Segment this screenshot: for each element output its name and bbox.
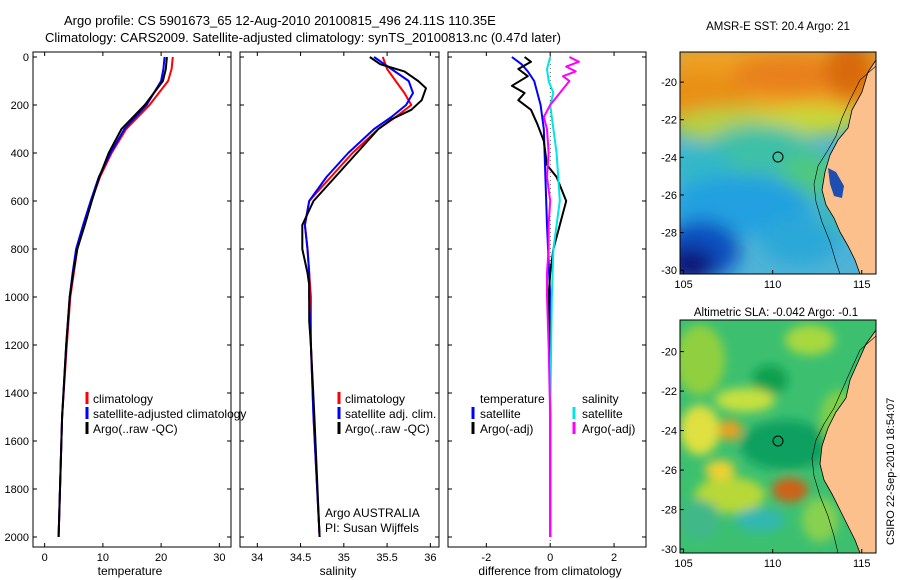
legend-label-argo: Argo(..raw -QC): [93, 422, 178, 436]
sla-map: [680, 320, 876, 553]
temperature-legend: climatology satellite-adjusted climatolo…: [85, 392, 246, 436]
difference-panel-frame: [447, 51, 647, 548]
chart-title-line2: Climatology: CARS2009. Satellite-adjuste…: [45, 30, 561, 45]
sla-argo-marker: [772, 435, 784, 447]
x-tick-label: 2: [611, 552, 617, 564]
y-tick-label: 1200: [5, 340, 29, 352]
map-y-tick-label: -28: [661, 505, 677, 517]
x-tick-label: 0: [42, 552, 48, 564]
map-y-tick-label: -22: [661, 386, 677, 398]
sst-argo-marker: [772, 151, 784, 163]
series-line: [511, 56, 552, 537]
legend-label-temp-argo: Argo(-adj): [480, 422, 533, 436]
salinity-legend: climatology satellite adj. clim. Argo(..…: [337, 392, 436, 436]
map-x-tick-label: 105: [674, 279, 692, 291]
temperature-lines: [57, 56, 174, 538]
series-line: [57, 56, 166, 538]
csiro-timestamp: CSIRO 22-Sep-2010 18:54:07: [885, 398, 897, 545]
series-line: [542, 56, 580, 537]
salinity-ticks: 34 34.5 35 35.5 36: [240, 52, 439, 564]
x-tick-label: 36: [424, 552, 436, 564]
series-line: [303, 56, 414, 538]
temperature-panel-frame: [32, 51, 232, 548]
legend-label-temp-satellite: satellite: [480, 407, 521, 421]
series-line: [303, 56, 413, 538]
sst-shelf-line: [813, 65, 876, 274]
y-tick-label: 200: [11, 100, 29, 112]
y-tick-label: 600: [11, 196, 29, 208]
legend-header-salinity: salinity: [582, 392, 619, 406]
sst-map-ticks: 105 110 115 -20 -22 -24 -26 -28 -30: [661, 77, 870, 291]
y-tick-label: 1000: [5, 292, 29, 304]
legend-label-sal-satellite: satellite: [582, 407, 623, 421]
temperature-xlabel: temperature: [98, 564, 163, 578]
map-x-tick-label: 115: [853, 279, 871, 291]
difference-lines: [510, 56, 580, 537]
x-tick-label: 10: [97, 552, 109, 564]
y-tick-label: 1400: [5, 388, 29, 400]
map-y-tick-label: -24: [661, 152, 677, 164]
x-tick-label: 34.5: [290, 552, 311, 564]
pi-label: PI: Susan Wijffels: [325, 521, 419, 535]
salinity-lines: [301, 56, 427, 538]
series-line: [546, 56, 561, 537]
map-y-tick-label: -26: [661, 190, 677, 202]
x-tick-label: 20: [155, 552, 167, 564]
x-tick-label: 34: [251, 552, 263, 564]
legend-label-satellite: satellite adj. clim.: [345, 407, 436, 421]
x-tick-label: 35.5: [376, 552, 397, 564]
chart-title-line1: Argo profile: CS 5901673_65 12-Aug-2010 …: [64, 13, 496, 28]
y-tick-label: 0: [23, 52, 29, 64]
x-tick-label: 0: [547, 552, 553, 564]
map-y-tick-label: -26: [661, 465, 677, 477]
difference-legend: temperature satellite Argo(-adj) salinit…: [471, 392, 635, 436]
legend-header-temperature: temperature: [480, 392, 545, 406]
temperature-ticks: 0 10 20 30 0 200 400 600 800 1000 1200 1400 1600 1800…: [5, 52, 231, 564]
map-y-tick-label: -22: [661, 115, 677, 127]
legend-label-climatology: climatology: [345, 392, 405, 406]
series-line: [510, 56, 568, 537]
sst-coastline: [821, 59, 876, 274]
y-tick-label: 1800: [5, 484, 29, 496]
series-line: [301, 56, 427, 538]
legend-label-satellite: satellite-adjusted climatology: [93, 407, 246, 421]
legend-label-climatology: climatology: [93, 392, 153, 406]
legend-label-argo: Argo(..raw -QC): [345, 422, 430, 436]
sla-map-ticks: 105 110 115 -20 -22 -24 -26 -28 -30: [661, 347, 870, 570]
sla-coastline: [819, 329, 876, 553]
map-y-tick-label: -20: [661, 77, 677, 89]
sla-map-title: Altimetric SLA: -0.042 Argo: -0.1: [694, 307, 858, 319]
y-tick-label: 400: [11, 148, 29, 160]
salinity-xlabel: salinity: [320, 564, 357, 578]
sst-map-frame: [679, 51, 877, 275]
difference-xlabel: difference from climatology: [478, 564, 621, 578]
sla-shelf-line: [811, 335, 876, 553]
map-x-tick-label: 110: [764, 279, 782, 291]
map-x-tick-label: 115: [853, 558, 871, 570]
x-tick-label: 35: [338, 552, 350, 564]
sst-bay: [828, 168, 844, 198]
map-y-tick-label: -28: [661, 228, 677, 240]
sla-map-frame: [679, 319, 877, 554]
map-y-tick-label: -30: [661, 544, 677, 556]
map-y-tick-label: -20: [661, 347, 677, 359]
series-line: [57, 56, 168, 538]
series-line: [57, 56, 174, 538]
map-x-tick-label: 110: [764, 558, 782, 570]
map-x-tick-label: 105: [674, 558, 692, 570]
sst-map: [680, 52, 876, 274]
y-tick-label: 2000: [5, 532, 29, 544]
legend-label-sal-argo: Argo(-adj): [582, 422, 635, 436]
map-y-tick-label: -30: [661, 265, 677, 277]
argo-australia-label: Argo AUSTRALIA: [325, 506, 420, 520]
map-y-tick-label: -24: [661, 426, 677, 438]
sst-map-title: AMSR-E SST: 20.4 Argo: 21: [706, 21, 850, 33]
x-tick-label: 30: [213, 552, 225, 564]
difference-ticks: -2 0 2: [448, 52, 646, 564]
salinity-panel-frame: [239, 51, 440, 548]
y-tick-label: 1600: [5, 436, 29, 448]
y-tick-label: 800: [11, 244, 29, 256]
x-tick-label: -2: [481, 552, 491, 564]
